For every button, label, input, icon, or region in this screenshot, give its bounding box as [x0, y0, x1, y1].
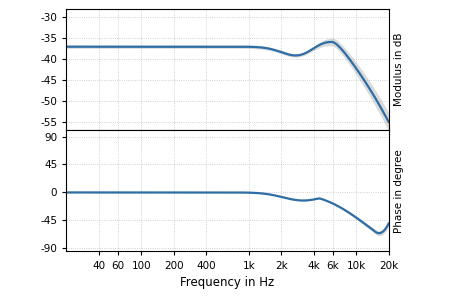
X-axis label: Frequency in Hz: Frequency in Hz — [181, 276, 274, 289]
Y-axis label: Modulus in dB: Modulus in dB — [394, 33, 404, 106]
Y-axis label: Phase in degree: Phase in degree — [394, 149, 404, 233]
